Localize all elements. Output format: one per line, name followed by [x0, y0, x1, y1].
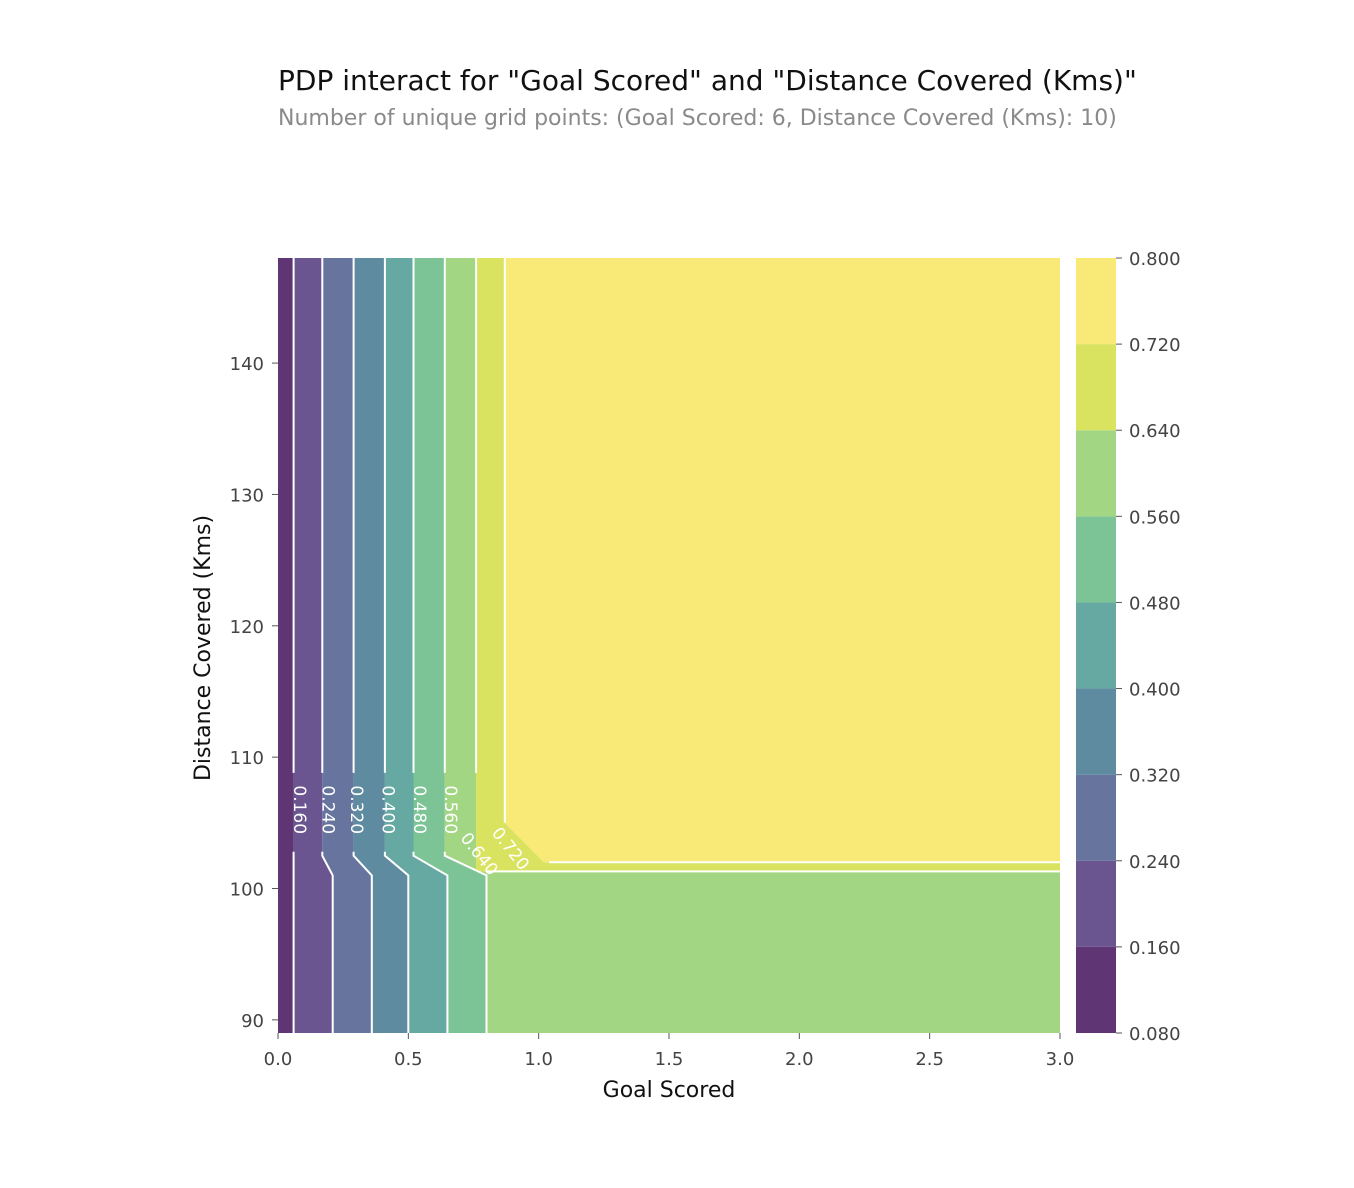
y-tick-label: 140 — [230, 354, 264, 375]
contour-band-2 — [322, 258, 372, 1033]
y-tick-label: 100 — [230, 880, 264, 901]
contour-label: 0.160 — [289, 785, 309, 834]
colorbar-tick-label: 0.720 — [1129, 335, 1181, 356]
colorbar-segment — [1076, 344, 1116, 431]
colorbar-tick-label: 0.160 — [1129, 938, 1181, 959]
colorbar-tick-label: 0.320 — [1129, 766, 1181, 787]
colorbar-tick-label: 0.400 — [1129, 680, 1181, 701]
colorbar-segment — [1076, 430, 1116, 517]
x-tick-label: 0.5 — [394, 1049, 423, 1070]
contour-label: 0.240 — [318, 785, 338, 834]
contour-label: 0.480 — [409, 785, 429, 834]
colorbar-segment — [1076, 602, 1116, 689]
colorbar-segment — [1076, 258, 1116, 345]
contour-band-1 — [293, 258, 333, 1033]
colorbar-segment — [1076, 860, 1116, 947]
colorbar-segment — [1076, 688, 1116, 775]
contour-line-2-bottom — [352, 851, 373, 1033]
contour-label: 0.400 — [378, 785, 398, 834]
contour-band-4 — [384, 258, 448, 1033]
y-tick-label: 120 — [230, 617, 264, 638]
colorbar: 0.080 0.160 0.240 0.320 0.400 0.480 0.560 0.640… — [1076, 249, 1181, 1045]
colorbar-segment — [1076, 774, 1116, 861]
contour-band-3 — [353, 258, 409, 1033]
y-tick-label: 130 — [230, 485, 264, 506]
x-tick-label: 1.0 — [524, 1049, 553, 1070]
colorbar-tick-label: 0.560 — [1129, 507, 1181, 528]
chart-subtitle: Number of unique grid points: (Goal Scor… — [278, 106, 1117, 131]
x-axis: 0.0 0.5 1.0 1.5 2.0 2.5 3.0 — [264, 1033, 1075, 1070]
y-tick-label: 110 — [230, 748, 264, 769]
colorbar-segment — [1076, 946, 1116, 1033]
y-axis: 90 100 110 120 130 140 — [230, 354, 278, 1032]
contour-line-3-bottom — [383, 851, 410, 1033]
chart-title: PDP interact for "Goal Scored" and "Dist… — [278, 64, 1137, 97]
x-axis-label: Goal Scored — [603, 1078, 736, 1103]
colorbar-tick-label: 0.480 — [1129, 593, 1181, 614]
contour-band-0 — [278, 258, 294, 1033]
contour-band-5 — [413, 258, 487, 1033]
x-tick-label: 3.0 — [1046, 1049, 1075, 1070]
x-tick-label: 2.5 — [915, 1049, 944, 1070]
plot-area — [278, 258, 1061, 1033]
contour-label: 0.560 — [440, 785, 460, 834]
colorbar-tick-label: 0.080 — [1129, 1024, 1181, 1045]
contour-line-4-bottom — [412, 851, 449, 1033]
y-axis-label: Distance Covered (Kms) — [191, 515, 216, 781]
contour-band-8 — [504, 258, 1060, 863]
colorbar-tick-label: 0.640 — [1129, 421, 1181, 442]
y-tick-label: 90 — [241, 1011, 264, 1032]
x-tick-label: 2.0 — [785, 1049, 814, 1070]
contour-line-1-bottom — [321, 851, 334, 1033]
contour-line-5-bottom — [443, 851, 488, 1033]
x-tick-label: 1.5 — [655, 1049, 684, 1070]
colorbar-tick-label: 0.240 — [1129, 852, 1181, 873]
colorbar-tick-label: 0.800 — [1129, 249, 1181, 270]
x-tick-label: 0.0 — [264, 1049, 293, 1070]
contour-label: 0.320 — [346, 785, 366, 834]
colorbar-segment — [1076, 516, 1116, 603]
contour-band-6-lower — [486, 871, 1060, 1033]
contour-lines — [292, 258, 1060, 1033]
